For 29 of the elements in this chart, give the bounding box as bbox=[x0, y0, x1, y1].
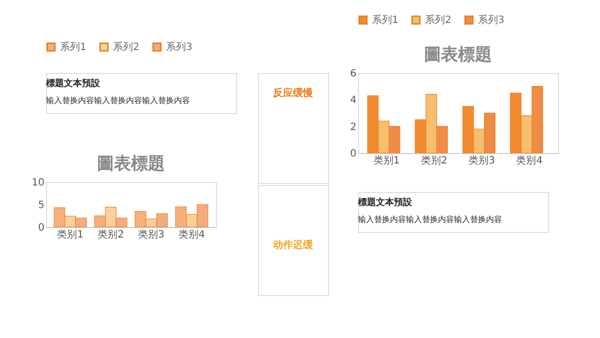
y-tick-label: 4 bbox=[350, 95, 356, 106]
x-tick-label: 类别1 bbox=[373, 154, 400, 166]
text: 输入替换内容输入替换内容输入替换内容 bbox=[358, 215, 502, 224]
text: 反应缓慢 bbox=[272, 87, 313, 99]
legend-label: 系列2 bbox=[113, 41, 140, 54]
text: 动作迟缓 bbox=[272, 239, 314, 251]
x-tick-label: 类别3 bbox=[468, 154, 495, 166]
legend-label: 系列3 bbox=[478, 14, 504, 26]
x-tick-label: 类别4 bbox=[516, 154, 543, 166]
legend-label: 系列1 bbox=[372, 14, 398, 26]
y-tick-label: 10 bbox=[32, 178, 44, 188]
chart-title: 圖表標題 bbox=[97, 154, 165, 174]
x-tick-label: 类别3 bbox=[138, 228, 164, 240]
y-tick-label: 0 bbox=[38, 222, 44, 234]
y-tick-label: 5 bbox=[38, 200, 44, 211]
y-tick-label: 6 bbox=[350, 68, 356, 80]
x-tick-label: 类别2 bbox=[98, 228, 124, 240]
legend-label: 系列2 bbox=[425, 14, 452, 26]
x-tick-label: 类别2 bbox=[421, 154, 448, 166]
text: 標題文本預設 bbox=[357, 197, 413, 208]
legend-label: 系列1 bbox=[60, 41, 86, 54]
text: 输入替换内容输入替换内容输入替换内容 bbox=[46, 96, 190, 105]
y-tick-label: 0 bbox=[350, 148, 356, 160]
text: 標題文本預設 bbox=[45, 78, 101, 89]
x-tick-label: 类别1 bbox=[57, 228, 84, 240]
legend-label: 系列3 bbox=[166, 41, 192, 54]
x-tick-label: 类别4 bbox=[178, 228, 205, 240]
chart-title: 圖表標題 bbox=[424, 45, 492, 65]
y-tick-label: 2 bbox=[350, 122, 356, 133]
